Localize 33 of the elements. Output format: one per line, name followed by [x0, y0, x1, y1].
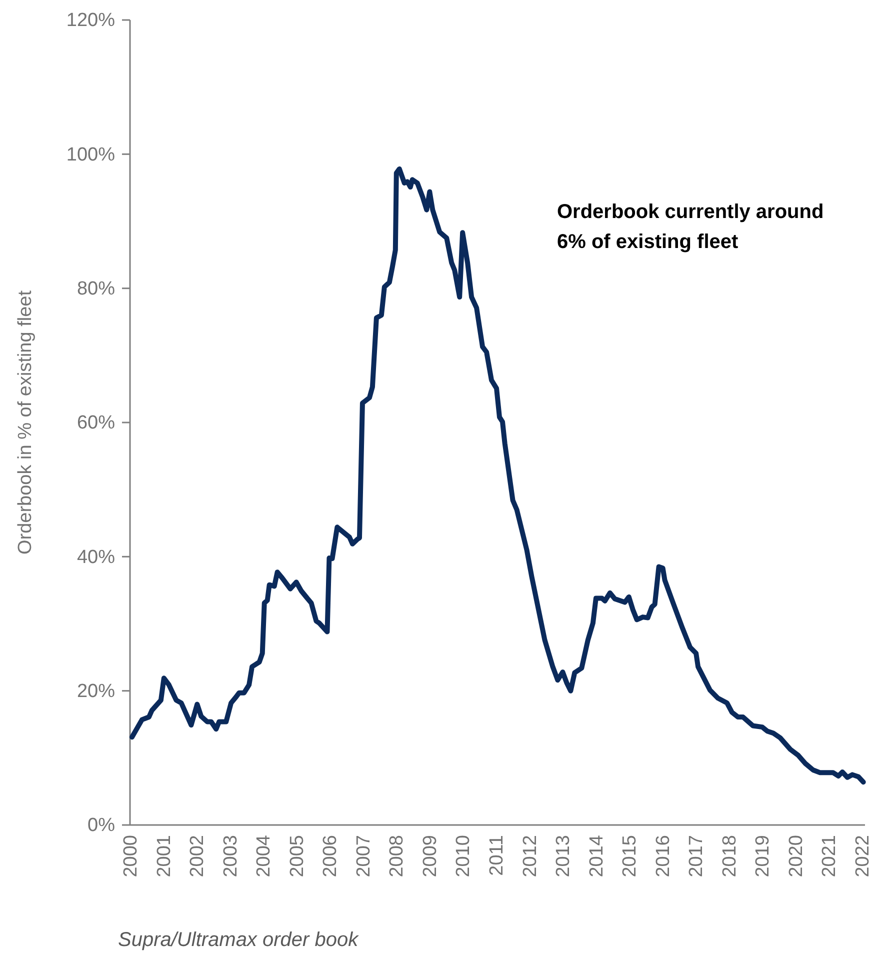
- x-tick-label: 2011: [486, 835, 508, 876]
- x-tick-label: 2002: [187, 835, 208, 878]
- x-tick-label: 2017: [686, 835, 708, 878]
- x-tick-label: 2018: [719, 835, 740, 878]
- x-tick-label: 2005: [286, 835, 308, 878]
- x-tick-label: 2013: [553, 835, 574, 878]
- y-tick-label: 120%: [66, 10, 116, 32]
- x-tick-label: 2004: [254, 834, 275, 878]
- x-tick-label: 2022: [852, 835, 874, 878]
- y-tick-label: 0%: [88, 815, 116, 836]
- x-tick-label: 2021: [819, 835, 840, 878]
- x-tick-label: 2014: [586, 834, 608, 878]
- x-tick-label: 2019: [752, 835, 774, 878]
- y-tick-label: 80%: [76, 278, 116, 300]
- y-axis-title: Orderbook in % of existing fleet: [15, 290, 36, 555]
- x-tick-label: 2016: [652, 835, 674, 878]
- y-tick-label: 20%: [76, 680, 116, 702]
- x-tick-label: 2006: [320, 835, 342, 878]
- y-tick-label: 40%: [76, 546, 116, 568]
- x-tick-label: 2020: [786, 835, 807, 878]
- y-tick-label: 100%: [66, 144, 116, 166]
- x-tick-label: 2015: [620, 835, 641, 878]
- x-tick-label: 2003: [220, 835, 242, 878]
- x-tick-label: 2001: [154, 835, 175, 878]
- x-tick-label: 2010: [453, 835, 474, 878]
- text: Supra/Ultramax order book: [118, 929, 360, 951]
- x-tick-label: 2009: [420, 835, 441, 878]
- x-tick-label: 2012: [520, 835, 541, 878]
- x-tick-label: 2008: [386, 835, 408, 878]
- annotation: Orderbook currently around 6% of existing fleet: [557, 201, 824, 253]
- x-tick-label: 2000: [120, 835, 142, 878]
- x-tick-label: 2007: [353, 835, 374, 878]
- y-tick-label: 60%: [76, 412, 116, 434]
